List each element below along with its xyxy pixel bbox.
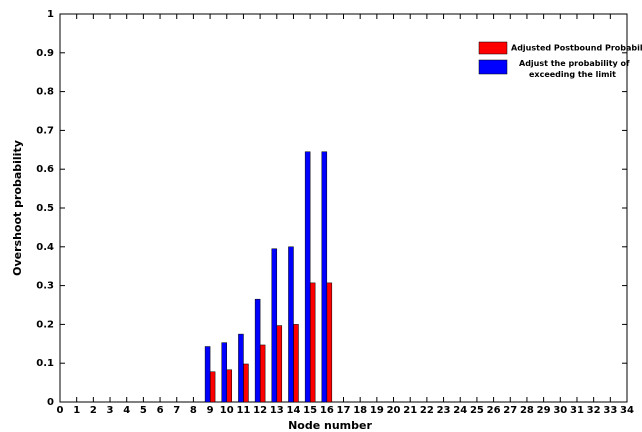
x-tick-label: 15 — [303, 405, 317, 416]
legend-label: Adjusted Postbound Probability — [511, 44, 642, 53]
x-tick-label: 10 — [220, 405, 234, 416]
bar — [209, 371, 216, 403]
bar — [254, 298, 261, 403]
bar — [304, 151, 311, 403]
x-tick-label: 25 — [470, 405, 484, 416]
x-tick-label: 2 — [90, 405, 97, 416]
legend-label: Adjust the probability of exceeding the l… — [519, 59, 630, 79]
y-tick-label: 0.9 — [36, 48, 54, 59]
legend-swatch — [478, 59, 508, 75]
x-tick-label: 24 — [453, 405, 467, 416]
legend-swatch — [478, 41, 508, 55]
x-tick-label: 8 — [190, 405, 197, 416]
x-tick-label: 6 — [157, 405, 164, 416]
x-tick-label: 13 — [270, 405, 284, 416]
y-tick-label: 0 — [47, 397, 54, 408]
bar — [221, 342, 228, 403]
y-tick-label: 0.6 — [36, 164, 54, 175]
x-tick-label: 14 — [287, 405, 301, 416]
x-tick-label: 0 — [57, 405, 64, 416]
y-tick-label: 0.1 — [36, 358, 54, 369]
x-tick-label: 7 — [173, 405, 180, 416]
x-tick-label: 4 — [123, 405, 130, 416]
x-tick-label: 17 — [337, 405, 351, 416]
bar — [276, 325, 283, 403]
bar — [288, 246, 294, 403]
y-tick-label: 0.7 — [36, 125, 54, 136]
y-tick-label: 0.2 — [36, 319, 54, 330]
x-tick-label: 30 — [553, 405, 567, 416]
y-axis-label: Overshoot probability — [11, 140, 24, 276]
y-tick-label: 0.8 — [36, 87, 54, 98]
x-tick-label: 18 — [353, 405, 367, 416]
x-tick-label: 9 — [207, 405, 214, 416]
bar — [238, 333, 244, 403]
x-tick-label: 26 — [487, 405, 501, 416]
x-tick-label: 1 — [73, 405, 80, 416]
x-tick-label: 20 — [387, 405, 401, 416]
y-tick-label: 1 — [47, 9, 54, 20]
legend: Adjusted Postbound Probability Adjust the… — [474, 39, 642, 83]
bar — [326, 282, 333, 403]
y-tick-label: 0.4 — [36, 242, 54, 253]
x-tick-label: 32 — [587, 405, 601, 416]
bar — [259, 344, 266, 403]
x-tick-label: 21 — [403, 405, 417, 416]
legend-label-line: exceeding the limit — [529, 70, 616, 79]
x-tick-label: 34 — [620, 405, 634, 416]
bar — [243, 363, 249, 403]
x-tick-label: 31 — [570, 405, 584, 416]
x-tick-label: 19 — [370, 405, 384, 416]
x-tick-label: 33 — [603, 405, 617, 416]
y-tick-label: 0.5 — [36, 203, 54, 214]
bar — [271, 248, 278, 403]
x-tick-label: 16 — [320, 405, 334, 416]
y-tick-label: 0.3 — [36, 281, 54, 292]
legend-label-line: Adjust the probability of — [519, 59, 630, 68]
bar — [321, 151, 328, 403]
x-tick-label: 27 — [503, 405, 517, 416]
x-tick-label: 28 — [520, 405, 534, 416]
bar — [226, 369, 233, 403]
x-axis-label: Node number — [288, 419, 372, 432]
x-tick-label: 29 — [537, 405, 551, 416]
x-tick-label: 5 — [140, 405, 147, 416]
x-tick-label: 11 — [236, 405, 250, 416]
x-tick-label: 12 — [253, 405, 267, 416]
bar — [293, 324, 299, 403]
bar — [309, 282, 316, 403]
x-tick-label: 23 — [437, 405, 451, 416]
x-tick-label: 22 — [420, 405, 434, 416]
x-tick-label: 3 — [107, 405, 114, 416]
bar — [204, 346, 211, 403]
